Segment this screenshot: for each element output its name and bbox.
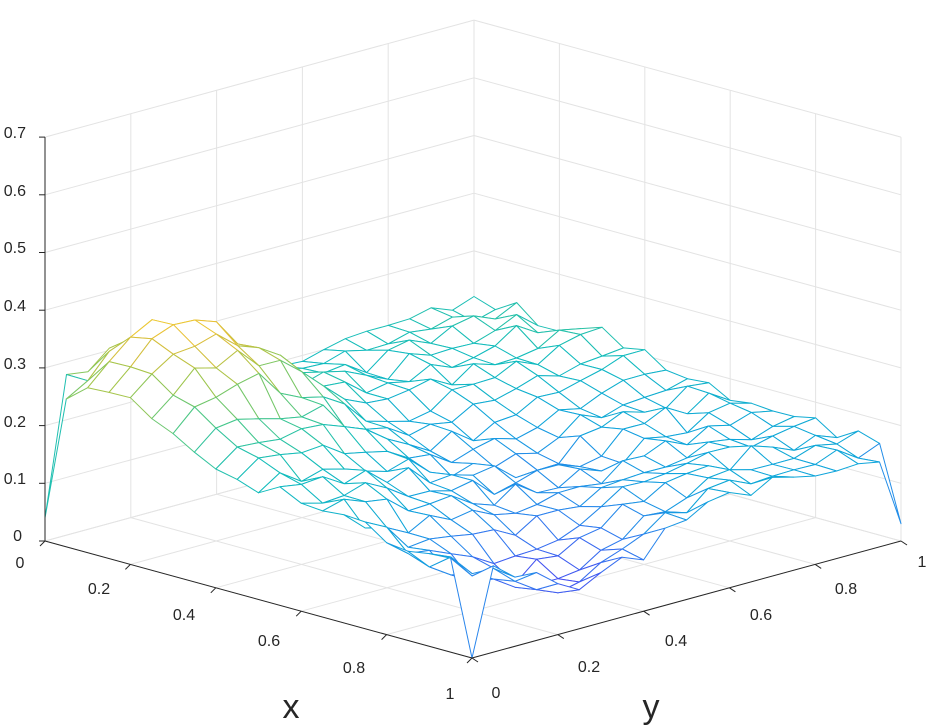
x-tick-label: 0.8 — [343, 660, 365, 677]
x-tick-mark — [381, 634, 387, 640]
y-tick-label: 1 — [918, 554, 926, 571]
z-tick-label: 0.7 — [4, 125, 26, 142]
gridline — [473, 250, 902, 369]
surface-cell — [44, 374, 89, 519]
gridline — [473, 192, 902, 311]
x-axis-ticks: 0 0.2 0.4 0.6 0.8 1 — [16, 555, 455, 703]
x-tick-mark — [210, 587, 217, 594]
z-tick-label: 0.6 — [4, 183, 26, 200]
surface-cell — [450, 557, 494, 659]
surface-mesh — [44, 296, 902, 659]
y-tick-mark — [643, 610, 650, 616]
y-axis-ticks: 0 0.2 0.4 0.6 0.8 1 — [492, 554, 926, 702]
y-tick-mark — [729, 587, 736, 593]
y-axis-label: y — [643, 688, 660, 726]
gridline — [473, 19, 902, 138]
y-tick-mark — [557, 634, 565, 640]
x-tick-label: 0.4 — [173, 607, 195, 624]
x-tick-label: 0 — [16, 555, 25, 572]
y-axis-line — [471, 540, 902, 659]
x-tick-mark — [295, 610, 302, 617]
x-tick-mark — [39, 540, 46, 547]
x-tick-label: 0.6 — [258, 633, 280, 650]
y-tick-label: 0.8 — [835, 581, 857, 598]
gridline — [44, 19, 475, 138]
y-tick-label: 0 — [492, 685, 501, 702]
x-tick-mark — [466, 657, 473, 664]
gridline — [130, 517, 558, 636]
z-tick-label: 0 — [13, 528, 22, 545]
z-tick-label: 0.2 — [4, 414, 26, 431]
gridline — [473, 77, 902, 196]
x-axis-line — [44, 540, 473, 659]
y-tick-mark — [900, 540, 908, 546]
y-tick-mark — [814, 563, 822, 569]
axes-lines — [39, 136, 908, 664]
z-tick-label: 0.5 — [4, 240, 26, 257]
y-tick-label: 0.4 — [665, 633, 687, 650]
x-tick-label: 1 — [446, 686, 455, 703]
y-tick-mark — [471, 657, 479, 663]
surface-cell — [857, 442, 902, 525]
gridline — [44, 77, 475, 196]
z-axis-ticks: 0 0.1 0.2 0.3 0.4 0.5 0.6 0.7 — [4, 125, 26, 545]
x-tick-label: 0.2 — [88, 581, 110, 598]
gridline — [386, 517, 816, 636]
x-axis-label: x — [283, 688, 300, 726]
y-tick-label: 0.2 — [578, 659, 600, 676]
z-tick-label: 0.3 — [4, 356, 26, 373]
y-tick-label: 0.6 — [750, 607, 772, 624]
gridline — [44, 192, 475, 311]
gridline — [473, 135, 902, 253]
gridline — [44, 135, 475, 253]
z-tick-label: 0.4 — [4, 298, 26, 315]
x-tick-mark — [125, 564, 131, 570]
z-tick-label: 0.1 — [4, 471, 26, 488]
